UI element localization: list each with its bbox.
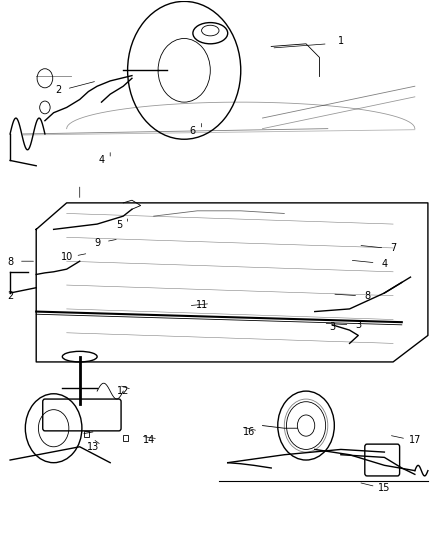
Text: 4: 4 [381,259,388,269]
Text: 10: 10 [60,252,73,262]
Text: 3: 3 [329,322,335,333]
Text: 4: 4 [99,156,105,165]
Text: 8: 8 [7,257,13,267]
Text: 15: 15 [378,483,391,493]
Text: 16: 16 [244,427,256,437]
Text: 11: 11 [195,300,208,310]
Text: 3: 3 [355,320,361,330]
Text: 17: 17 [409,435,421,446]
Text: 6: 6 [190,126,196,136]
Text: 7: 7 [390,243,396,253]
Text: 8: 8 [364,290,370,301]
Text: 13: 13 [87,442,99,452]
Text: 1: 1 [338,36,344,46]
Text: 14: 14 [143,435,155,446]
Text: 9: 9 [94,238,100,248]
Text: 2: 2 [55,85,61,95]
Text: 2: 2 [7,290,13,301]
Text: 12: 12 [117,386,130,396]
Text: 5: 5 [116,220,122,230]
